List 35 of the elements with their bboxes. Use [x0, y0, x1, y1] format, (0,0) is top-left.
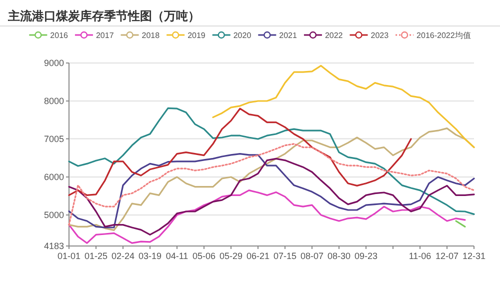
x-tick-label: 08-07 — [300, 251, 324, 261]
x-tick-label: 11-06 — [408, 251, 432, 261]
legend-label: 2021 — [279, 31, 298, 40]
x-tick-label: 09-23 — [354, 251, 378, 261]
chart-title: 主流港口煤炭库存季节性图（万吨） — [7, 9, 200, 23]
legend-label: 2016 — [50, 31, 69, 40]
y-tick-label: 4183 — [44, 241, 64, 251]
legend-label: 2023 — [370, 31, 390, 40]
x-tick-label: 12-07 — [435, 251, 459, 261]
x-tick-label: 05-29 — [219, 251, 243, 261]
x-tick-label: 01-01 — [57, 251, 81, 261]
y-tick-label: 6000 — [44, 172, 64, 182]
legend-label: 2018 — [142, 31, 160, 40]
x-tick-label: 05-06 — [192, 251, 216, 261]
legend-label: 2017 — [96, 31, 114, 40]
line-series — [68, 107, 475, 215]
legend-label: 2016-2022均值 — [416, 31, 471, 40]
x-tick-label: 06-21 — [246, 251, 270, 261]
x-tick-label: 04-11 — [166, 251, 188, 261]
x-tick-label: 03-19 — [138, 251, 162, 261]
y-tick-label: 8000 — [44, 96, 64, 106]
y-tick-label: 7005 — [44, 134, 64, 144]
line-series — [212, 64, 475, 148]
x-tick-label: 12-31 — [462, 251, 486, 261]
x-tick-label: 02-24 — [111, 251, 135, 261]
line-series — [68, 108, 412, 196]
y-tick-label: 5000 — [44, 210, 64, 220]
line-series — [68, 190, 466, 244]
legend-label: 2022 — [324, 31, 344, 40]
legend-label: 2020 — [233, 31, 252, 40]
legend-label: 2019 — [188, 31, 206, 40]
y-tick-label: 9000 — [44, 58, 64, 68]
x-tick-label: 08-30 — [327, 251, 351, 261]
x-tick-label: 01-25 — [84, 251, 108, 261]
x-tick-label: 07-15 — [273, 251, 297, 261]
